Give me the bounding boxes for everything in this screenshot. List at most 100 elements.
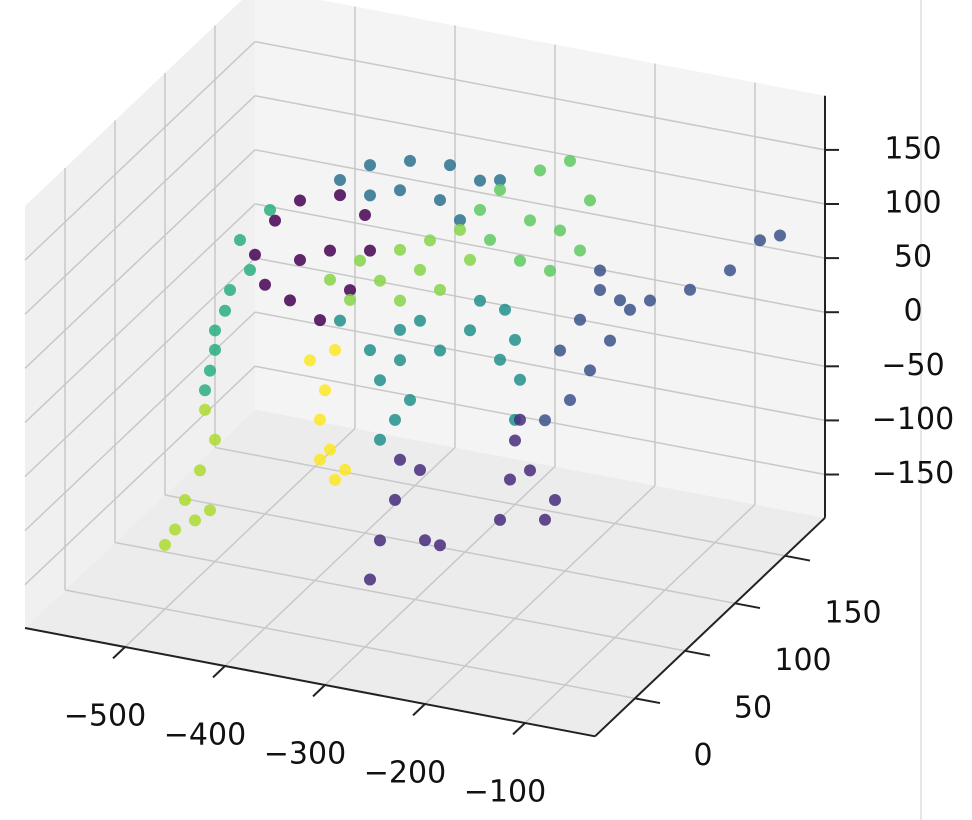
point bbox=[324, 274, 336, 286]
point bbox=[389, 414, 401, 426]
point bbox=[194, 464, 206, 476]
point bbox=[314, 414, 326, 426]
point bbox=[394, 354, 406, 366]
x-tick-label: −500 bbox=[64, 699, 146, 734]
x-tick bbox=[513, 723, 525, 734]
z-tick-label: −100 bbox=[872, 402, 954, 437]
point bbox=[419, 534, 431, 546]
y-tick bbox=[685, 651, 710, 656]
point bbox=[454, 224, 466, 236]
point bbox=[564, 394, 576, 406]
point bbox=[524, 214, 536, 226]
point bbox=[514, 374, 526, 386]
point bbox=[594, 284, 606, 296]
point bbox=[774, 229, 786, 241]
point bbox=[249, 249, 261, 261]
x-tick bbox=[413, 704, 425, 715]
x-tick-label: −300 bbox=[264, 737, 346, 772]
x-tick-label: −400 bbox=[164, 718, 246, 753]
point bbox=[584, 194, 596, 206]
point bbox=[169, 524, 181, 536]
x-tick-label: −100 bbox=[464, 775, 546, 810]
point bbox=[364, 189, 376, 201]
point bbox=[504, 474, 516, 486]
point bbox=[224, 284, 236, 296]
point bbox=[374, 534, 386, 546]
point bbox=[334, 315, 346, 327]
point bbox=[199, 384, 211, 396]
point bbox=[594, 265, 606, 277]
point bbox=[334, 174, 346, 186]
point bbox=[394, 324, 406, 336]
y-tick bbox=[635, 698, 660, 703]
point bbox=[344, 294, 356, 306]
point bbox=[494, 354, 506, 366]
x-tick bbox=[213, 666, 225, 677]
point bbox=[494, 184, 506, 196]
point bbox=[329, 344, 341, 356]
point bbox=[209, 344, 221, 356]
point bbox=[544, 265, 556, 277]
point bbox=[199, 404, 211, 416]
chart: −500−400−300−200−100050100150−150−100−50… bbox=[0, 0, 972, 820]
point bbox=[364, 344, 376, 356]
point bbox=[244, 264, 256, 276]
point bbox=[539, 514, 551, 526]
point bbox=[534, 164, 546, 176]
point bbox=[324, 245, 336, 257]
point bbox=[464, 254, 476, 266]
point bbox=[514, 255, 526, 267]
x-tick bbox=[313, 685, 325, 696]
point bbox=[209, 434, 221, 446]
point bbox=[204, 365, 216, 377]
z-tick-label: 100 bbox=[884, 186, 941, 221]
point bbox=[314, 454, 326, 466]
y-tick bbox=[735, 603, 760, 608]
point bbox=[404, 394, 416, 406]
point bbox=[554, 224, 566, 236]
z-tick-label: 150 bbox=[884, 131, 941, 166]
x-tick-label: −200 bbox=[364, 756, 446, 791]
point bbox=[204, 504, 216, 516]
point bbox=[434, 539, 446, 551]
point bbox=[474, 175, 486, 187]
point bbox=[434, 194, 446, 206]
point bbox=[549, 494, 561, 506]
point bbox=[394, 454, 406, 466]
point bbox=[414, 264, 426, 276]
z-tick-label: 0 bbox=[903, 294, 922, 329]
point bbox=[324, 444, 336, 456]
point bbox=[394, 184, 406, 196]
z-tick-label: 50 bbox=[894, 240, 932, 275]
point bbox=[259, 279, 271, 291]
point bbox=[319, 384, 331, 396]
point bbox=[509, 334, 521, 346]
y-tick bbox=[785, 556, 810, 561]
point bbox=[434, 344, 446, 356]
point bbox=[359, 209, 371, 221]
point bbox=[404, 155, 416, 167]
point bbox=[329, 474, 341, 486]
point bbox=[189, 514, 201, 526]
point bbox=[424, 234, 436, 246]
point bbox=[484, 234, 496, 246]
point bbox=[269, 215, 281, 227]
point bbox=[474, 204, 486, 216]
y-tick-label: 0 bbox=[693, 738, 712, 773]
point bbox=[159, 539, 171, 551]
point bbox=[434, 284, 446, 296]
point bbox=[724, 264, 736, 276]
point bbox=[494, 514, 506, 526]
point bbox=[179, 494, 191, 506]
y-tick-label: 50 bbox=[734, 690, 772, 725]
point bbox=[524, 464, 536, 476]
point bbox=[364, 574, 376, 586]
point bbox=[394, 244, 406, 256]
z-tick-label: −50 bbox=[881, 348, 944, 383]
point bbox=[354, 255, 366, 267]
point bbox=[364, 245, 376, 257]
point bbox=[644, 295, 656, 307]
point bbox=[209, 324, 221, 336]
point bbox=[294, 254, 306, 266]
point bbox=[219, 305, 231, 317]
